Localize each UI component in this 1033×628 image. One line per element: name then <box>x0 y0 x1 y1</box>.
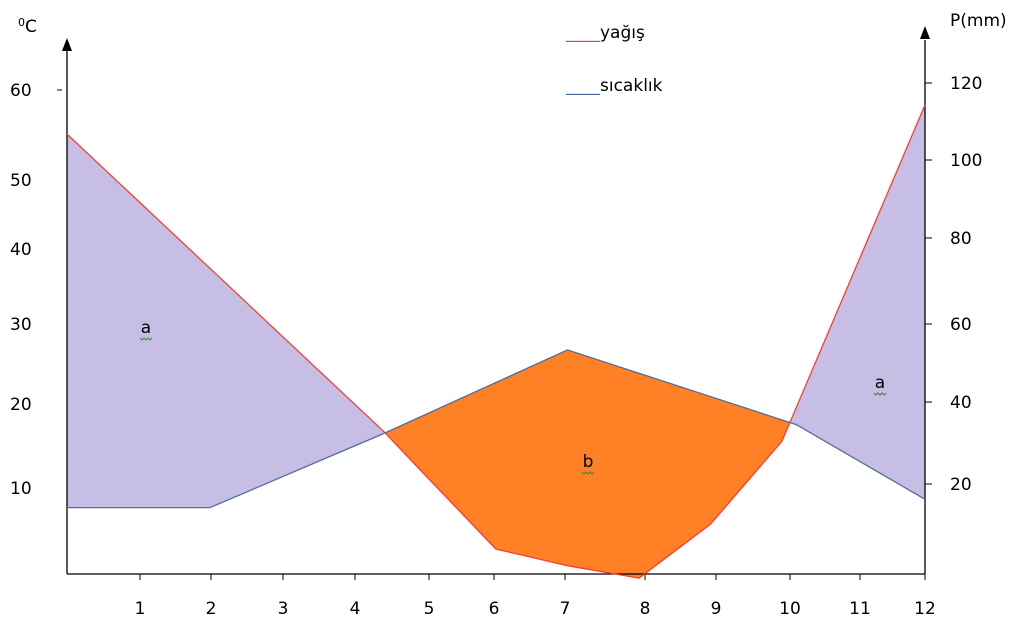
rainfall-line <box>66 104 926 579</box>
x-tick-label: 1 <box>135 599 146 619</box>
legend-dash-sicaklik: ____ <box>565 76 601 96</box>
left-tick-label: 10 <box>10 479 32 499</box>
right-tick-label: 120 <box>950 74 982 94</box>
legend-label-sicaklik: sıcaklık <box>600 76 663 96</box>
right-axis-arrow-icon <box>920 26 930 39</box>
legend: ____yağış ____sıcaklık <box>565 23 663 96</box>
x-tick-label: 6 <box>489 599 500 619</box>
area-labels: a b a <box>139 318 887 475</box>
x-tick-label: 11 <box>849 599 871 619</box>
left-tick-label: 30 <box>10 315 32 335</box>
temperature-line <box>67 349 926 509</box>
x-tick-label: 8 <box>640 599 651 619</box>
x-tick-label: 2 <box>206 599 217 619</box>
x-tick-label: 7 <box>560 599 571 619</box>
right-ticks: 120 100 80 60 40 20 <box>925 74 982 495</box>
chart-axes <box>62 26 930 575</box>
legend-label-yagis: yağış <box>600 23 645 43</box>
left-tick-label: 50 <box>10 171 32 191</box>
x-tick-label: 10 <box>779 599 801 619</box>
area-label-a: a <box>141 318 151 338</box>
legend-item-yagis: ____yağış <box>565 23 645 43</box>
left-axis-title: 0C <box>18 16 37 37</box>
right-tick-label: 20 <box>950 475 972 495</box>
dry-period-area <box>385 349 791 579</box>
x-tick-label: 3 <box>278 599 289 619</box>
left-ticks: 60 50 40 30 20 10 <box>10 81 62 499</box>
left-axis-arrow-icon <box>62 38 72 51</box>
chart-lines <box>66 104 926 579</box>
humid-period-area <box>67 134 386 508</box>
left-axis-unit: C <box>25 17 37 37</box>
area-label-a: a <box>875 373 885 393</box>
spellcheck-squiggle <box>581 471 595 475</box>
spellcheck-squiggle <box>873 392 887 396</box>
right-tick-label: 80 <box>950 229 972 249</box>
x-ticks: 1 2 3 4 5 6 7 8 9 10 11 12 <box>135 574 936 619</box>
x-tick-label: 9 <box>711 599 722 619</box>
right-tick-label: 60 <box>950 315 972 335</box>
right-axis-title: P(mm) <box>950 11 1007 31</box>
left-tick-label: 60 <box>10 81 32 101</box>
humid-period-area <box>790 105 925 500</box>
left-tick-label: 40 <box>10 240 32 260</box>
legend-item-sicaklik: ____sıcaklık <box>565 76 663 96</box>
area-label-b: b <box>583 452 594 472</box>
spellcheck-squiggle <box>139 337 153 341</box>
x-tick-label: 5 <box>424 599 435 619</box>
legend-dash-yagis: ____ <box>565 23 601 43</box>
left-axis-superscript: 0 <box>18 16 25 29</box>
right-tick-label: 40 <box>950 393 972 413</box>
x-tick-label: 4 <box>350 599 361 619</box>
chart-fills <box>67 105 925 579</box>
left-tick-label: 20 <box>10 395 32 415</box>
right-tick-label: 100 <box>950 151 982 171</box>
x-tick-label: 12 <box>914 599 936 619</box>
